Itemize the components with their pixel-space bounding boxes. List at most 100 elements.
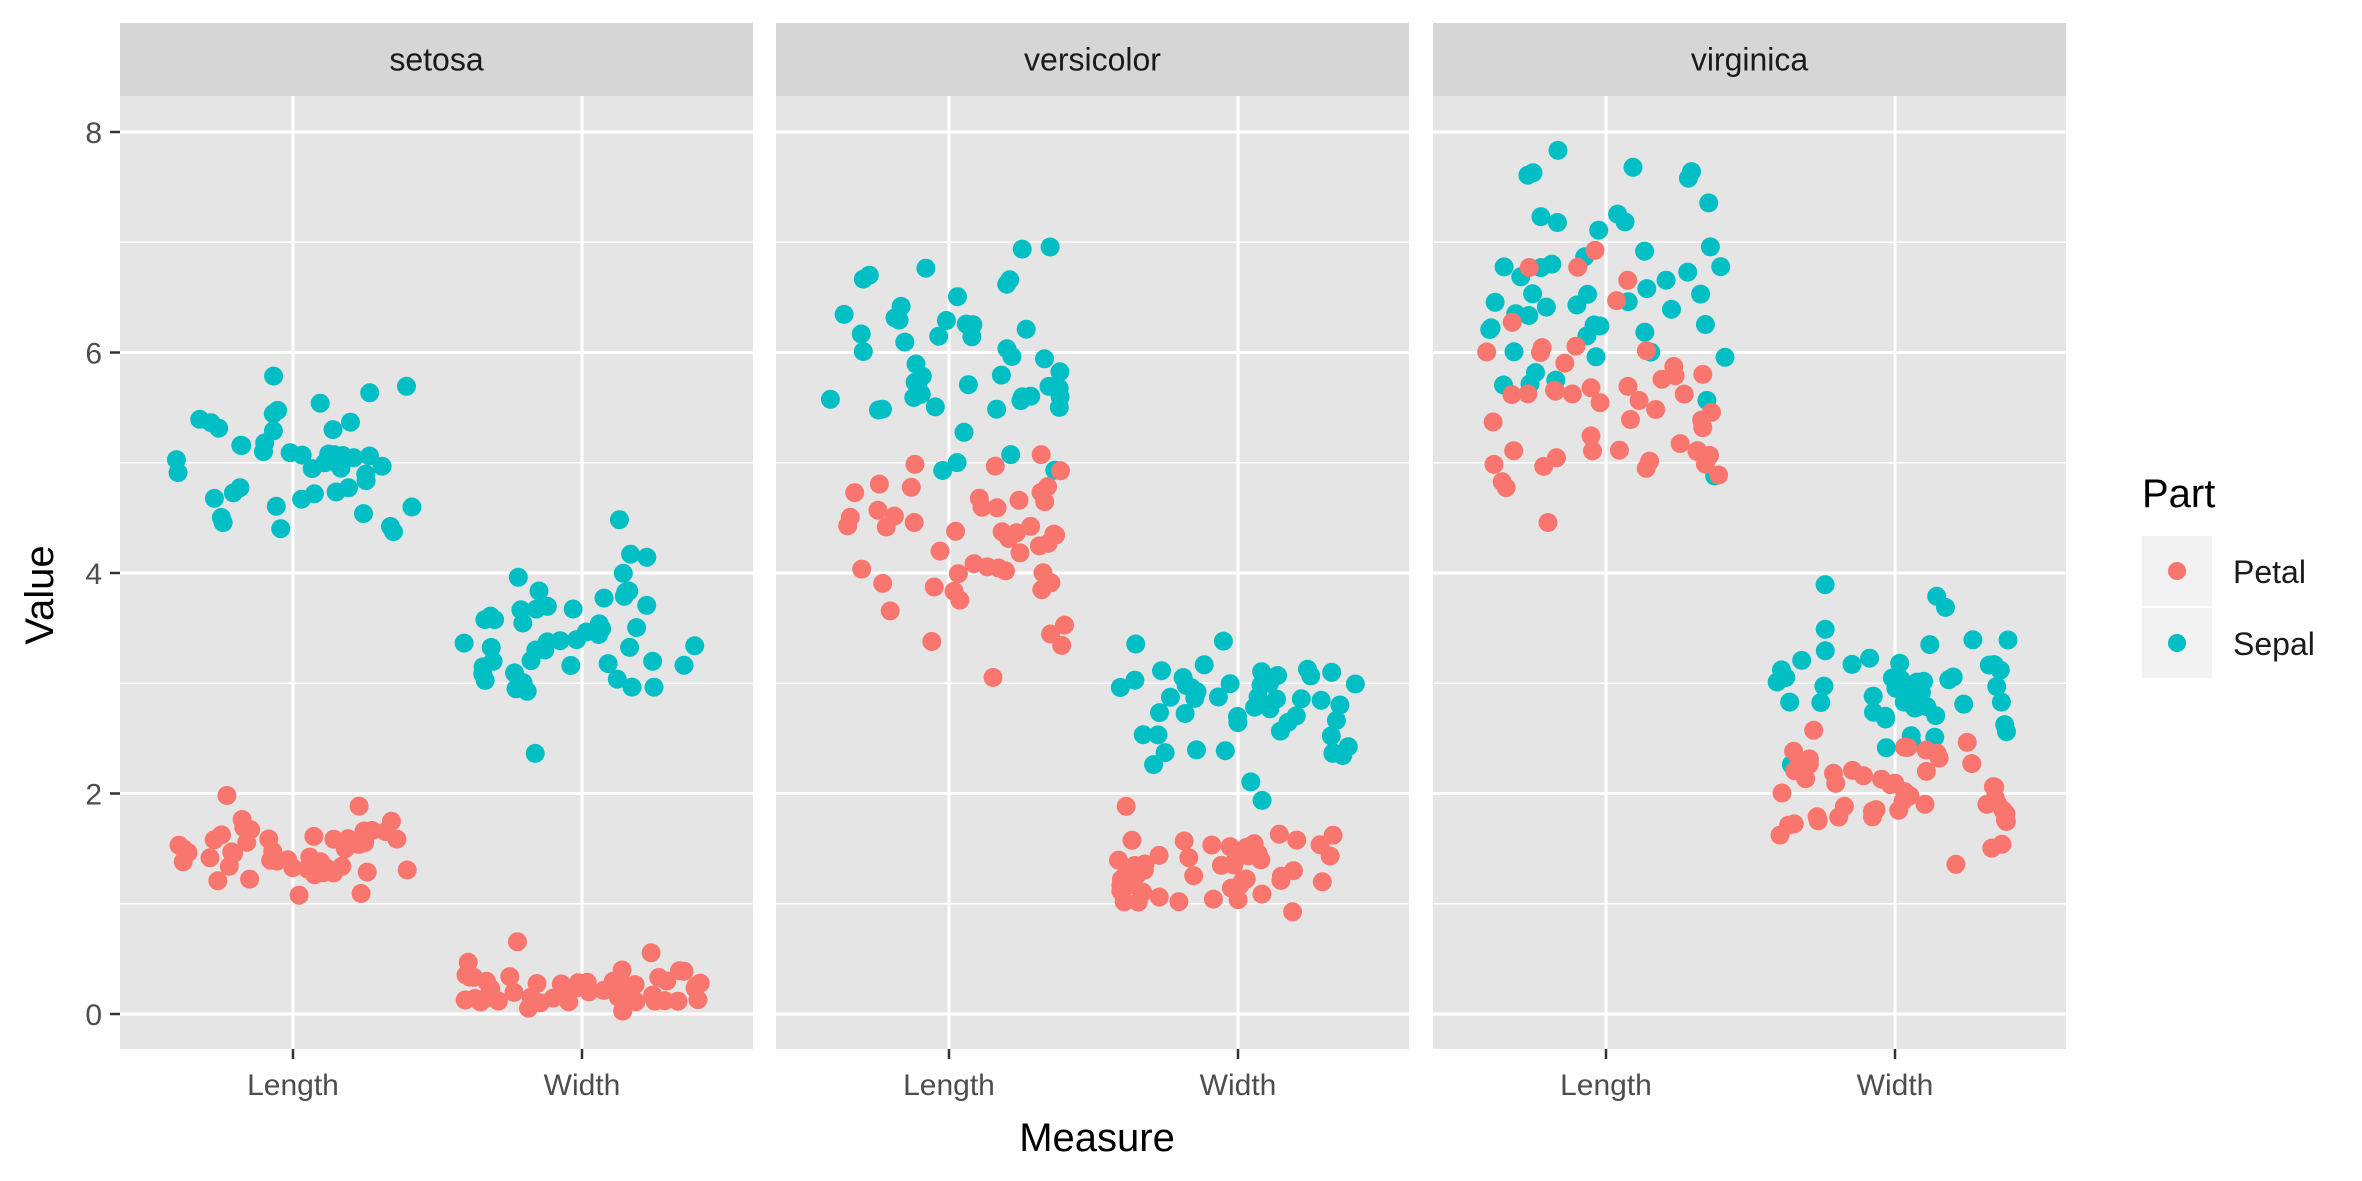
point-versicolor-sepal-width — [1208, 687, 1228, 707]
point-virginica-petal-length — [1581, 426, 1601, 446]
point-versicolor-petal-width — [1220, 837, 1240, 857]
point-setosa-sepal-length — [356, 471, 376, 491]
point-virginica-sepal-length — [1682, 162, 1701, 182]
point-virginica-sepal-length — [1715, 347, 1735, 367]
point-virginica-sepal-width — [1991, 692, 2011, 712]
point-virginica-sepal-length — [1691, 284, 1711, 304]
point-setosa-sepal-length — [280, 443, 300, 463]
point-setosa-sepal-width — [525, 743, 545, 763]
point-virginica-petal-length — [1483, 412, 1503, 432]
point-versicolor-sepal-length — [954, 422, 974, 442]
point-setosa-sepal-width — [454, 633, 474, 653]
point-setosa-petal-width — [527, 974, 547, 993]
point-virginica-sepal-length — [1523, 284, 1543, 304]
point-setosa-petal-width — [649, 968, 669, 987]
point-setosa-petal-length — [283, 858, 303, 878]
point-setosa-sepal-width — [598, 654, 618, 674]
legend-title: Part — [2142, 472, 2215, 516]
x-tick-label-width: Width — [1200, 1069, 1277, 1102]
point-virginica-petal-length — [1547, 448, 1566, 468]
point-setosa-petal-width — [615, 984, 635, 1004]
point-setosa-petal-width — [668, 991, 688, 1011]
x-tick-label-length: Length — [903, 1069, 995, 1102]
point-versicolor-sepal-width — [1323, 743, 1343, 763]
point-virginica-sepal-width — [1767, 672, 1787, 692]
point-setosa-sepal-width — [594, 588, 614, 608]
point-versicolor-sepal-width — [1148, 725, 1168, 745]
point-virginica-sepal-length — [1662, 299, 1681, 319]
point-virginica-petal-width — [1895, 737, 1914, 757]
point-virginica-petal-width — [1962, 754, 1982, 774]
point-versicolor-sepal-length — [1016, 319, 1036, 339]
point-setosa-sepal-width — [567, 630, 587, 650]
point-versicolor-petal-width — [1179, 848, 1199, 868]
point-virginica-sepal-width — [1902, 680, 1922, 700]
point-setosa-sepal-length — [360, 383, 380, 403]
point-setosa-sepal-length — [166, 450, 186, 470]
point-virginica-sepal-length — [1711, 257, 1731, 277]
point-virginica-sepal-length — [1567, 295, 1587, 315]
point-versicolor-petal-length — [996, 561, 1015, 581]
point-setosa-sepal-width — [535, 640, 555, 660]
point-virginica-sepal-length — [1519, 306, 1539, 325]
point-setosa-petal-width — [611, 969, 630, 989]
point-setosa-sepal-length — [323, 420, 343, 440]
point-virginica-petal-width — [1885, 773, 1905, 793]
x-tick-label-width: Width — [1857, 1069, 1934, 1102]
point-virginica-petal-length — [1664, 357, 1684, 376]
y-tick-label: 6 — [85, 338, 102, 371]
legend-marker-sepal — [2168, 634, 2186, 652]
point-versicolor-sepal-length — [925, 397, 945, 417]
point-setosa-sepal-width — [622, 677, 642, 697]
point-setosa-petal-length — [332, 856, 352, 876]
point-versicolor-sepal-width — [1213, 631, 1233, 651]
point-virginica-petal-length — [1566, 336, 1586, 356]
x-tick-label-length: Length — [1560, 1069, 1652, 1102]
point-setosa-sepal-length — [402, 497, 422, 517]
point-virginica-petal-length — [1590, 393, 1610, 413]
point-virginica-petal-width — [1799, 749, 1819, 769]
point-setosa-petal-length — [208, 871, 228, 891]
point-setosa-petal-length — [349, 796, 369, 816]
point-setosa-petal-width — [519, 998, 538, 1018]
point-versicolor-sepal-length — [1002, 347, 1022, 366]
point-versicolor-petal-width — [1312, 872, 1332, 892]
point-virginica-petal-length — [1562, 384, 1582, 404]
y-axis-title: Value — [18, 545, 62, 644]
point-virginica-petal-length — [1555, 353, 1575, 373]
point-setosa-sepal-width — [609, 510, 629, 530]
point-virginica-sepal-width — [1811, 693, 1831, 712]
point-setosa-petal-width — [688, 990, 708, 1010]
point-versicolor-petal-length — [983, 668, 1003, 687]
x-tick-label-length: Length — [247, 1069, 339, 1102]
point-virginica-sepal-length — [1504, 342, 1524, 362]
point-setosa-petal-width — [690, 973, 710, 993]
point-setosa-sepal-width — [619, 581, 639, 601]
point-setosa-petal-length — [397, 860, 417, 880]
facet-panels: setosa versicolor virginica — [120, 23, 2066, 1049]
facet-strip-versicolor — [776, 23, 1409, 96]
point-setosa-sepal-width — [513, 613, 533, 633]
point-virginica-sepal-width — [1963, 630, 1983, 650]
axes: Length Width Length Width Length Width 0 2 4 6 8 — [85, 117, 1933, 1102]
point-versicolor-petal-length — [1033, 563, 1053, 583]
point-versicolor-sepal-width — [1220, 674, 1240, 694]
point-versicolor-sepal-width — [1155, 743, 1175, 763]
point-virginica-petal-length — [1502, 385, 1522, 405]
point-setosa-petal-length — [240, 869, 260, 889]
point-versicolor-petal-width — [1271, 866, 1291, 886]
point-setosa-sepal-length — [264, 366, 284, 386]
point-versicolor-petal-width — [1122, 830, 1142, 850]
point-versicolor-petal-length — [922, 632, 942, 651]
point-setosa-petal-length — [289, 885, 309, 905]
point-setosa-petal-length — [174, 839, 193, 859]
point-versicolor-petal-width — [1149, 845, 1169, 865]
point-virginica-sepal-width — [1954, 694, 1974, 714]
point-setosa-petal-width — [655, 991, 675, 1011]
point-virginica-petal-length — [1546, 381, 1565, 401]
point-versicolor-petal-width — [1323, 825, 1343, 845]
point-setosa-petal-length — [217, 786, 237, 805]
point-versicolor-sepal-width — [1330, 695, 1350, 715]
point-versicolor-sepal-length — [885, 308, 905, 328]
point-virginica-petal-length — [1538, 513, 1558, 532]
